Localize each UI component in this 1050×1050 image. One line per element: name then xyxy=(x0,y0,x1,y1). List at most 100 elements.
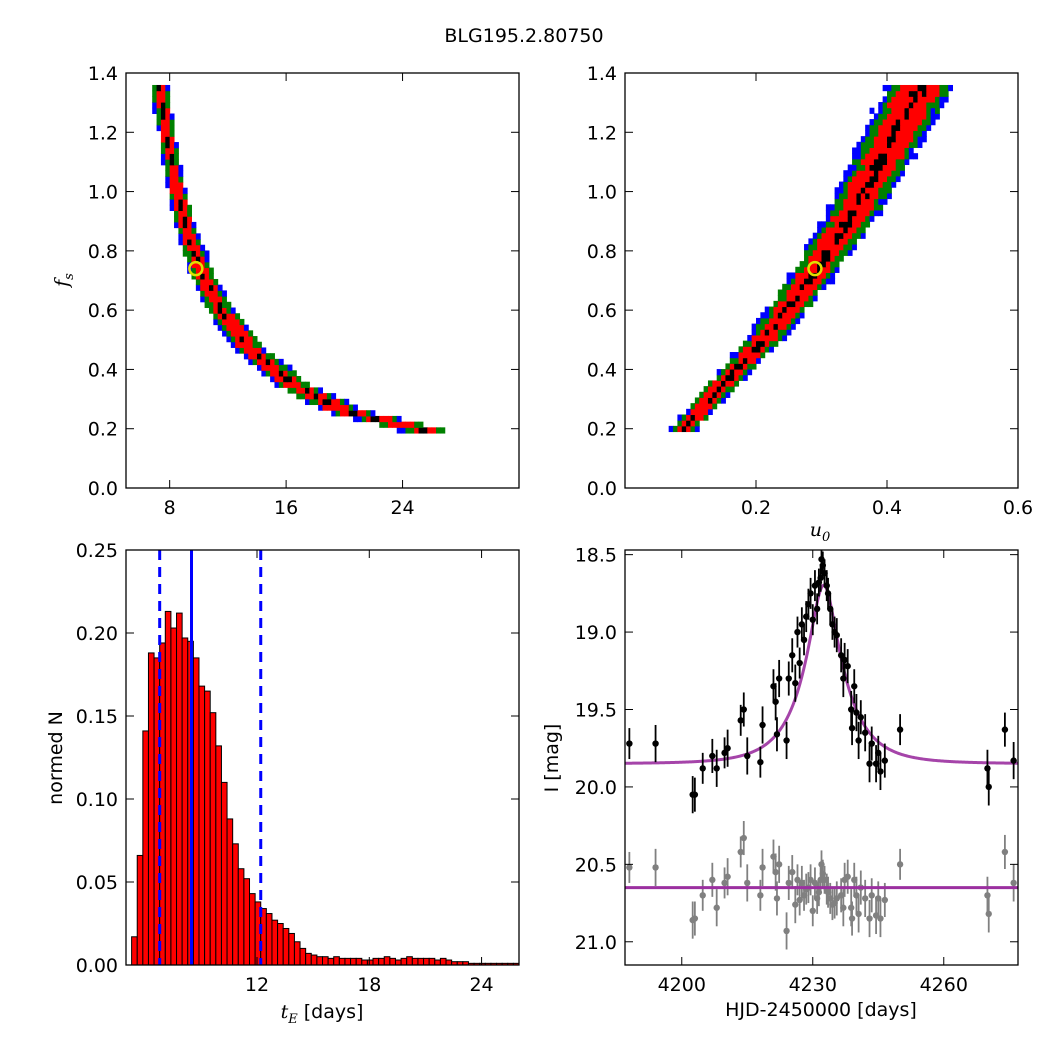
heatmap-cell xyxy=(860,227,866,234)
data-point xyxy=(881,757,889,764)
heatmap-cell xyxy=(178,193,184,200)
heatmap-cell xyxy=(357,415,363,423)
heatmap-cell xyxy=(917,113,923,120)
heatmap-cell xyxy=(353,410,358,417)
x-tick-label: 4230 xyxy=(789,974,837,996)
heatmap-cell xyxy=(795,306,801,313)
heatmap-cell xyxy=(882,198,888,205)
heatmap-cell xyxy=(838,187,844,194)
heatmap-cell xyxy=(860,215,866,222)
heatmap-cell xyxy=(847,209,853,217)
heatmap-cell xyxy=(169,199,175,206)
heatmap-cell xyxy=(887,147,892,154)
data-point xyxy=(773,895,781,902)
heatmap-cell xyxy=(287,375,293,383)
histogram-bar xyxy=(406,956,413,966)
heatmap-cell xyxy=(160,107,166,114)
y-axis-label: normed N xyxy=(45,711,67,805)
heatmap-cell xyxy=(239,347,245,354)
y-tick-label: 18.5 xyxy=(575,545,617,567)
heatmap-cell xyxy=(300,381,306,388)
heatmap-cell xyxy=(887,130,892,137)
heatmap-cell xyxy=(847,232,853,239)
heatmap-cell xyxy=(204,261,210,269)
data-point xyxy=(626,740,633,747)
heatmap-cell xyxy=(935,90,940,97)
heatmap-cell xyxy=(869,107,875,114)
heatmap-cell xyxy=(782,323,788,330)
data-point xyxy=(713,904,720,911)
heatmap-cell xyxy=(257,347,262,354)
heatmap-cell xyxy=(865,158,871,166)
data-point xyxy=(985,783,992,791)
heatmap-cell xyxy=(900,141,905,148)
heatmap-cell xyxy=(856,170,862,177)
heatmap-cell xyxy=(904,102,910,109)
heatmap-cell xyxy=(178,216,184,223)
heatmap-cell xyxy=(191,244,197,251)
heatmap-cell xyxy=(908,107,914,114)
heatmap-cell xyxy=(370,415,376,423)
heatmap-cell xyxy=(817,266,822,273)
heatmap-cell xyxy=(165,113,171,120)
heatmap-cell xyxy=(187,239,192,246)
heatmap-cell xyxy=(821,221,827,228)
heatmap-cell xyxy=(882,187,888,194)
heatmap-cell xyxy=(764,317,770,325)
heatmap-cell xyxy=(904,107,910,114)
heatmap-cell xyxy=(191,256,197,263)
heatmap-cell xyxy=(694,403,700,410)
heatmap-cell xyxy=(860,164,866,171)
heatmap-cell xyxy=(703,391,709,398)
heatmap-cell xyxy=(808,238,814,245)
x-tick-label: 0.6 xyxy=(1003,497,1033,519)
heatmap-cell xyxy=(904,84,910,92)
heatmap-cell xyxy=(817,232,822,239)
heatmap-cell xyxy=(817,227,822,234)
heatmap-cell xyxy=(422,427,428,434)
heatmap-cell xyxy=(795,272,801,279)
heatmap-cell xyxy=(777,334,783,342)
heatmap-cell xyxy=(878,124,884,131)
heatmap-cell xyxy=(825,255,831,262)
histogram-bar xyxy=(423,957,430,966)
heatmap-cell xyxy=(195,261,201,269)
heatmap-cell xyxy=(388,415,393,423)
heatmap-cell xyxy=(751,334,757,342)
heatmap-cell xyxy=(195,267,201,274)
histogram-bar xyxy=(417,957,425,966)
heatmap-cell xyxy=(335,410,341,417)
heatmap-cell xyxy=(904,158,910,166)
heatmap-cell xyxy=(808,249,814,256)
heatmap-cell xyxy=(200,296,206,303)
heatmap-cell xyxy=(873,187,879,194)
heatmap-cell xyxy=(677,414,683,421)
heatmap-cell xyxy=(830,244,836,251)
heatmap-cell xyxy=(935,107,940,114)
heatmap-cell xyxy=(913,107,919,114)
heatmap-cell xyxy=(900,107,905,114)
heatmap-cell xyxy=(873,170,879,177)
heatmap-cell xyxy=(817,283,822,291)
heatmap-cell xyxy=(174,153,179,160)
heatmap-cell xyxy=(756,323,761,330)
heatmap-cell xyxy=(694,408,700,416)
heatmap-cell xyxy=(821,266,827,273)
data-point xyxy=(744,879,751,887)
y-tick-label: 0.6 xyxy=(587,300,617,322)
data-point xyxy=(896,726,904,733)
data-point xyxy=(840,904,847,911)
histogram-bar xyxy=(277,923,284,966)
heatmap-cell xyxy=(825,227,831,234)
heatmap-cell xyxy=(217,290,223,297)
histogram-bar xyxy=(215,745,222,966)
data-point xyxy=(724,873,731,880)
heatmap-cell xyxy=(182,239,188,246)
heatmap-cell xyxy=(812,283,818,291)
heatmap-cell xyxy=(392,421,398,428)
heatmap-cell xyxy=(860,221,866,228)
heatmap-cell xyxy=(882,175,888,183)
heatmap-cell xyxy=(812,238,818,245)
heatmap-cell xyxy=(160,130,166,137)
heatmap-cell xyxy=(712,403,718,410)
